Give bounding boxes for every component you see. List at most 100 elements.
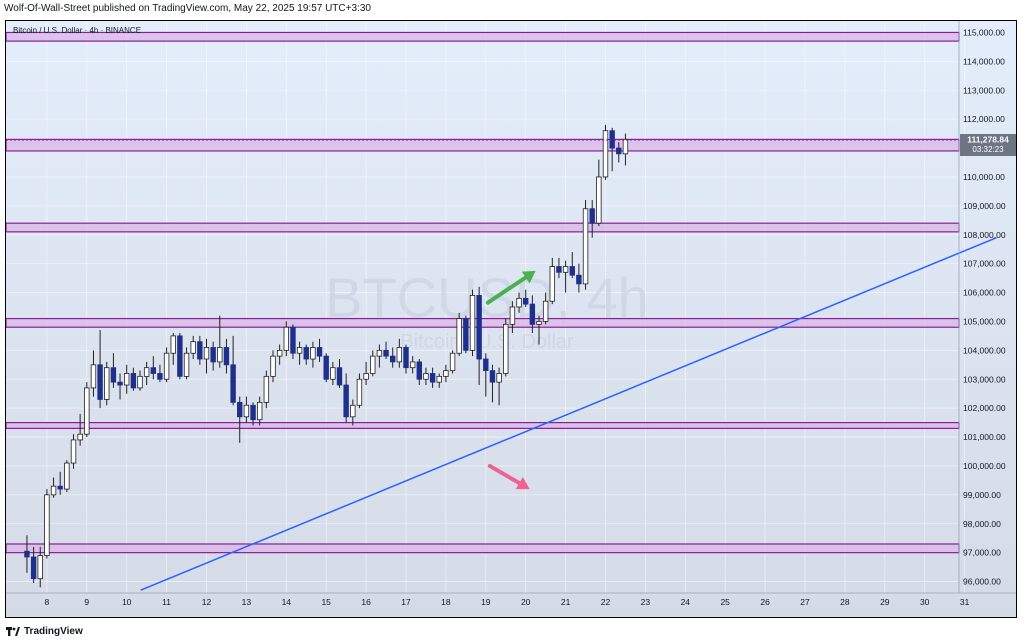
resistance-zone [6,422,960,429]
candle-body [124,373,130,386]
candle-body [582,208,589,285]
candle-body [283,326,289,351]
chart-frame[interactable]: BTCUSD, 4h Bitcoin / U.S. Dollar Bitcoin… [5,20,1017,618]
price-tick-label: 114,000.00 [963,56,1005,66]
price-tick-label: 104,000.00 [963,345,1006,355]
candle-body [376,349,383,357]
resistance-zone [6,31,960,42]
time-axis[interactable]: 8 9 10 11 12 13 14 15 16 17 18 19 20 21 22 23 24 25 26 27 28… [45,597,970,607]
candle-body [243,404,250,418]
resistance-zone [6,138,960,152]
candle-body [596,176,602,224]
bullish-arrow-shaft [485,275,528,305]
candle-body [562,266,569,273]
candle-body [217,347,223,363]
candle-body [463,318,469,351]
candle-body [616,147,622,155]
candle-body [602,130,609,178]
candle-body [37,555,43,580]
candle-body [110,367,117,383]
candle-body [503,323,509,374]
candle-body [203,347,210,360]
time-tick-label: 26 [760,597,770,607]
candle-body [370,355,376,374]
candle-body [489,370,496,383]
price-tick-label: 101,000.00 [963,432,1006,442]
time-tick-label: 14 [282,597,292,607]
candle-body [84,387,90,435]
candle-body [256,401,263,421]
candle-body [509,306,516,325]
time-tick-label: 21 [561,597,571,607]
candle-body [24,550,30,558]
candle-body [296,347,303,354]
publish-header: Wolf-Of-Wall-Street published on Trading… [4,3,371,14]
candle-body [170,335,176,354]
candle-body [456,318,462,354]
bullish-arrow-head [521,270,536,284]
candle-body [44,494,50,556]
chart-title: Bitcoin / U.S. Dollar · 4h · BINANCE [13,26,141,35]
candle-body [190,341,196,354]
candle-body [436,375,442,383]
candle-body [197,341,203,360]
candle-body [469,295,476,351]
candle-body [150,367,157,374]
price-tick-label: 99,000.00 [963,490,1001,500]
candle-body [589,208,595,224]
candle-body [290,326,296,354]
price-tick-label: 102,000.00 [963,403,1006,413]
candle-body [409,361,416,369]
candle-body [130,373,137,389]
candle-body [383,349,389,357]
time-tick-label: 18 [441,597,451,607]
price-tick-label: 100,000.00 [963,461,1006,471]
candle-body [237,401,243,418]
candle-body [536,321,542,325]
time-tick-label: 31 [960,597,970,607]
candlestick-chart[interactable]: BTCUSD, 4h Bitcoin / U.S. Dollar Bitcoin… [6,21,1016,617]
candle-body [177,335,183,377]
last-price-label: 111,278.84 [967,134,1009,144]
candle-body [117,381,123,386]
price-tick-label: 96,000.00 [963,577,1001,587]
time-tick-label: 10 [122,597,132,607]
candle-body [350,404,356,418]
drawings [140,236,997,591]
time-tick-label: 13 [242,597,252,607]
resistance-zone [6,317,960,328]
candle-body [390,355,396,363]
candle-body [143,367,150,377]
candle-body [483,358,489,371]
candle-body [97,364,103,400]
last-price-tag: 111,278.84 03:32:23 [960,133,1016,156]
candle-body [363,373,369,380]
candle-body [443,370,449,377]
time-tick-label: 11 [162,597,171,607]
price-tick-label: 105,000.00 [963,316,1006,326]
candle-body [310,347,316,360]
candle-body [303,347,309,360]
time-tick-label: 15 [321,597,331,607]
candle-body [276,349,283,357]
price-tick-label: 115,000.00 [963,27,1005,37]
time-tick-label: 12 [202,597,212,607]
time-tick-label: 25 [720,597,730,607]
candle-body [104,367,110,400]
candle-body [157,373,163,380]
time-tick-label: 28 [840,597,850,607]
candle-body [50,485,57,496]
footer-brand[interactable]: TradingView [6,626,83,637]
candle-body [330,367,336,380]
time-tick-label: 22 [601,597,611,607]
time-tick-label: 8 [45,597,50,607]
resistance-zone [6,543,960,554]
candle-body [230,364,236,403]
candle-body [316,347,323,357]
time-tick-label: 19 [481,597,491,607]
price-tick-label: 112,000.00 [963,114,1005,124]
countdown-label: 03:32:23 [972,145,1004,154]
candle-body [30,556,37,580]
bearish-arrow-shaft [487,463,522,486]
tradingview-logo-icon [6,627,20,636]
